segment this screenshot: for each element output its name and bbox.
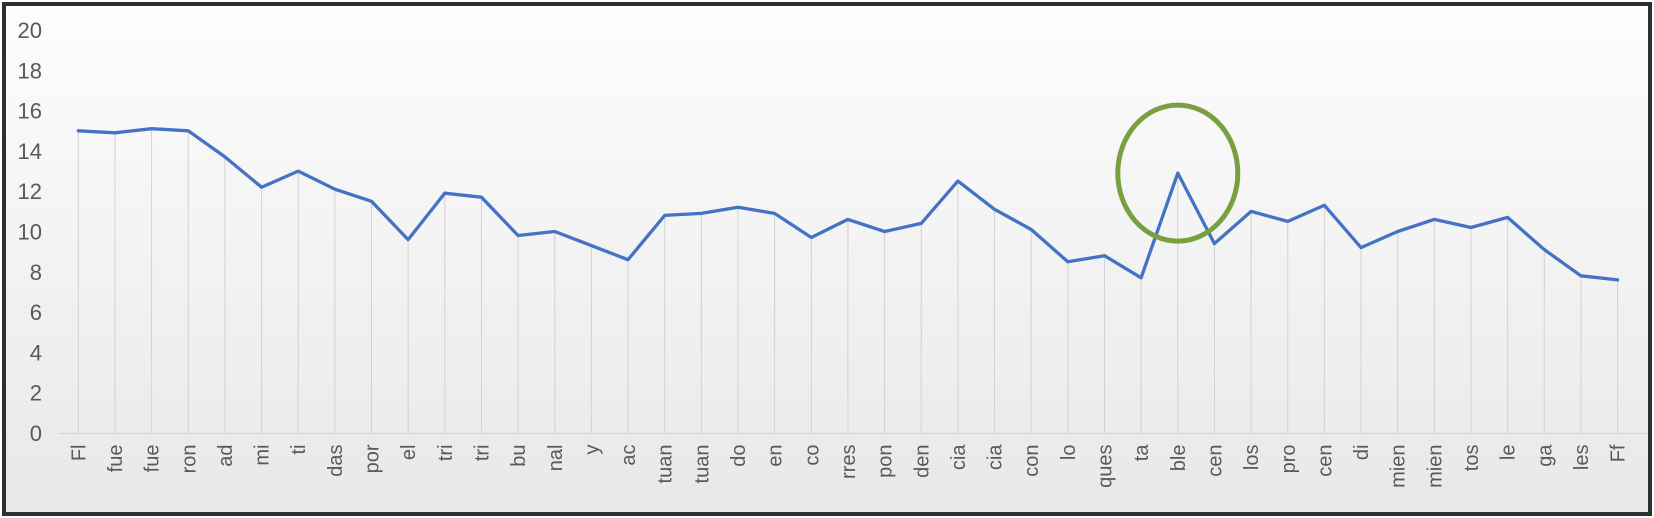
x-category-label: di — [1351, 445, 1373, 461]
x-category-label: rres — [838, 445, 860, 479]
x-category-label: Ff — [1608, 444, 1630, 462]
x-category-label: nal — [545, 445, 567, 472]
x-category-label: pon — [875, 445, 897, 478]
x-category-label: fue — [105, 445, 127, 473]
x-category-label: ga — [1534, 444, 1556, 467]
y-tick-label: 4 — [30, 340, 42, 365]
x-category-label: ble — [1168, 445, 1190, 472]
series-line — [76, 127, 1620, 282]
y-tick-label: 2 — [30, 381, 42, 406]
x-category-label: ti — [288, 445, 310, 455]
y-tick-label: 8 — [30, 260, 42, 285]
x-category-label: ron — [178, 445, 200, 474]
x-category-label: tri — [471, 445, 493, 462]
x-category-label: bu — [508, 445, 530, 467]
y-tick-label: 10 — [18, 220, 42, 245]
y-tick-label: 16 — [18, 99, 42, 124]
x-category-label: Fl — [68, 445, 90, 462]
x-category-label: por — [362, 444, 384, 473]
y-tick-label: 6 — [30, 300, 42, 325]
x-category-label: den — [911, 445, 933, 478]
x-category-label: mi — [252, 445, 274, 466]
x-category-label: tos — [1461, 445, 1483, 472]
x-category-label: y — [581, 445, 603, 455]
x-category-label: mien — [1424, 445, 1446, 488]
x-category-label: ad — [215, 445, 237, 467]
x-category-label: cia — [948, 444, 970, 470]
x-category-label: co — [801, 445, 823, 466]
x-category-label: el — [398, 445, 420, 461]
x-category-label: con — [1021, 445, 1043, 477]
y-tick-label: 20 — [18, 18, 42, 43]
x-category-label: cen — [1314, 445, 1336, 477]
x-category-label: tuan — [655, 445, 677, 484]
x-category-label: mien — [1388, 445, 1410, 488]
x-category-label: ques — [1095, 445, 1117, 488]
x-category-label: pro — [1278, 445, 1300, 474]
x-category-label: do — [728, 445, 750, 467]
x-category-label: cen — [1204, 445, 1226, 477]
x-category-label: cia — [985, 444, 1007, 470]
x-category-label: ac — [618, 445, 640, 466]
x-category-label: los — [1241, 445, 1263, 471]
x-category-label: das — [325, 445, 347, 477]
x-category-label: le — [1498, 445, 1520, 461]
y-tick-label: 0 — [30, 421, 42, 446]
x-category-label: fue — [142, 445, 164, 473]
highlight-ellipse — [1115, 102, 1241, 244]
y-tick-label: 14 — [18, 139, 42, 164]
x-category-label: tri — [435, 445, 457, 462]
x-category-label: les — [1571, 445, 1593, 471]
x-category-label: en — [765, 445, 787, 467]
y-tick-label: 18 — [18, 58, 42, 83]
y-tick-label: 12 — [18, 179, 42, 204]
x-category-label: ta — [1131, 444, 1153, 462]
x-category-label: tuan — [691, 445, 713, 484]
x-category-label: lo — [1058, 445, 1080, 461]
